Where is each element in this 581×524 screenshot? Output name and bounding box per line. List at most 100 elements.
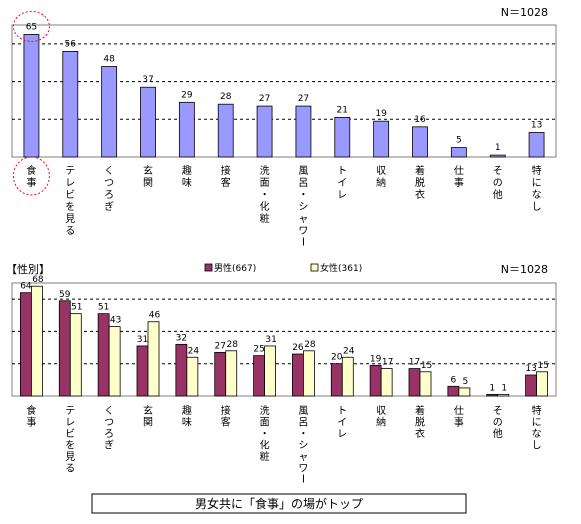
label-char: の — [493, 418, 503, 429]
data-label-male: 64 — [20, 282, 32, 292]
label-char: 味 — [182, 417, 192, 429]
label-char: 納 — [376, 416, 386, 429]
data-label-female: 31 — [265, 335, 276, 345]
category-label: トイレ — [337, 406, 347, 440]
bar-overall — [528, 132, 545, 158]
label-char: そ — [493, 405, 503, 417]
category-label: 接客 — [221, 404, 231, 429]
data-label-female: 15 — [537, 361, 548, 371]
data-label-male: 51 — [98, 303, 109, 313]
label-char: を — [65, 201, 75, 213]
label-char: ト — [337, 166, 347, 177]
label-char: 仕 — [454, 164, 464, 177]
label-char: 玄 — [143, 404, 153, 417]
data-label-overall: 19 — [375, 109, 387, 119]
label-char: 食 — [26, 404, 36, 417]
data-label-male: 1 — [489, 383, 495, 393]
label-char: 関 — [143, 417, 153, 429]
bar-male — [58, 300, 71, 397]
bar-overall — [178, 101, 195, 158]
label-char: イ — [337, 418, 347, 429]
data-label-female: 15 — [421, 361, 432, 371]
legend-swatch-male — [204, 263, 213, 272]
data-label-female: 24 — [343, 346, 355, 356]
data-label-overall: 29 — [181, 90, 193, 100]
label-char: 風 — [298, 165, 308, 177]
data-label-overall: 21 — [337, 105, 348, 115]
label-char: し — [532, 440, 542, 452]
caption-frame — [91, 493, 467, 514]
label-char: ャ — [298, 214, 308, 225]
bar-overall — [450, 147, 467, 158]
data-label-female: 1 — [501, 383, 507, 393]
bar-male — [136, 345, 149, 397]
data-label-female: 17 — [382, 358, 393, 368]
data-label-overall: 13 — [531, 120, 542, 130]
bar-female — [225, 350, 238, 397]
bar-overall — [295, 105, 312, 158]
data-label-female: 68 — [32, 275, 44, 285]
bar-overall — [23, 34, 40, 158]
data-label-female: 28 — [304, 340, 316, 350]
label-char: レ — [337, 429, 347, 440]
overall-chart: N＝102865食事56テレビを見る48くつろぎ37玄関29趣味28接客27洗面… — [11, 6, 557, 246]
label-char: 味 — [182, 177, 192, 189]
bar-male — [97, 313, 110, 397]
label-char: 呂 — [298, 177, 308, 189]
data-label-male: 20 — [331, 353, 343, 363]
bar-overall — [489, 154, 506, 158]
label-char: ・ — [298, 429, 308, 440]
label-char: 着 — [415, 164, 425, 177]
category-label: 洗面・化粧 — [260, 405, 270, 463]
label-char: 特 — [532, 165, 542, 177]
label-char: ・ — [298, 190, 308, 201]
category-label: 玄関 — [143, 404, 153, 429]
label-char: テ — [65, 406, 75, 417]
data-label-overall: 27 — [298, 94, 309, 104]
label-char: ろ — [104, 190, 114, 201]
label-char: 趣 — [182, 164, 192, 177]
label-char: 収 — [376, 405, 386, 417]
caption-box: 男女共に「食事」の場がトップ — [91, 493, 467, 514]
bar-male — [292, 353, 304, 397]
label-char: 着 — [415, 404, 425, 417]
data-label-overall: 65 — [26, 22, 37, 32]
label-char: を — [65, 440, 75, 452]
label-char: 納 — [376, 176, 386, 189]
label-char: つ — [104, 178, 114, 189]
data-label-female: 43 — [110, 316, 121, 326]
category-label: 食事 — [26, 404, 36, 429]
bar-overall — [217, 103, 234, 158]
label-char: に — [532, 177, 542, 189]
label-char: る — [65, 463, 75, 475]
label-char: 仕 — [454, 404, 464, 417]
label-char: 面 — [260, 418, 270, 429]
label-char: 事 — [26, 416, 36, 429]
bar-overall — [62, 51, 79, 158]
bar-overall — [101, 66, 118, 158]
data-label-overall: 56 — [65, 39, 77, 49]
label-char: シ — [298, 441, 308, 452]
label-char: の — [493, 178, 503, 189]
data-label-overall: 27 — [259, 94, 270, 104]
label-char: 事 — [26, 176, 36, 189]
bar-female — [186, 356, 199, 397]
bar-female — [147, 321, 160, 397]
bar-male — [175, 343, 188, 397]
bar-female — [458, 387, 471, 397]
label-char: レ — [337, 190, 347, 201]
bar-male — [20, 292, 32, 397]
label-char: 事 — [454, 176, 464, 189]
category-label: 着脱衣 — [415, 164, 425, 201]
label-char: 脱 — [415, 176, 425, 189]
bar-male — [447, 385, 460, 397]
label-char: く — [104, 406, 114, 417]
bar-overall — [256, 105, 273, 158]
bar-female — [536, 371, 548, 397]
bar-male — [525, 374, 537, 397]
label-char: ろ — [104, 429, 114, 440]
